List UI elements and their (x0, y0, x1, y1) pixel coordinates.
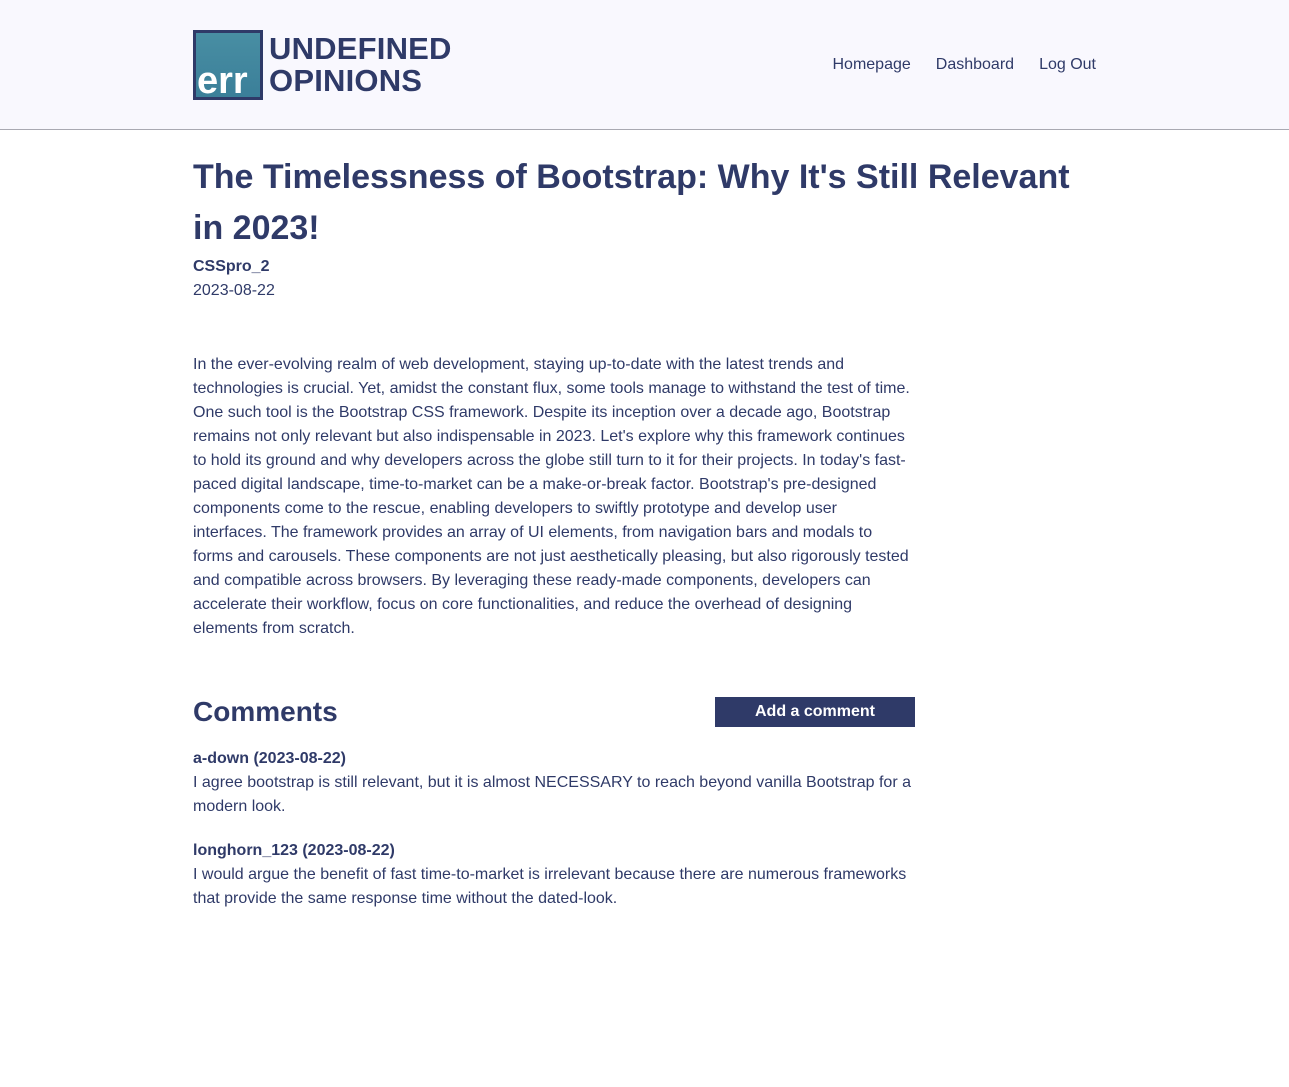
post-author: CSSpro_2 (193, 258, 270, 275)
post-body: In the ever-evolving realm of web develo… (193, 356, 910, 637)
nav-dashboard-link[interactable]: Dashboard (935, 56, 1015, 73)
nav-homepage-link[interactable]: Homepage (832, 56, 911, 73)
logo-icon: err (193, 30, 263, 100)
comment-item: a-down (2023-08-22) I agree bootstrap is… (193, 747, 915, 819)
comment-author-date: longhorn_123 (2023-08-22) (193, 842, 395, 859)
comments-section: Comments Add a comment a-down (2023-08-2… (193, 697, 1096, 911)
site-header: err UNDEFINED OPINIONS Homepage Dashboar… (0, 0, 1289, 130)
comments-title: Comments (193, 696, 338, 727)
post-content: The Timelessness of Bootstrap: Why It's … (193, 152, 1096, 911)
add-comment-button[interactable]: Add a comment (715, 697, 915, 727)
main-nav: Homepage Dashboard Log Out (833, 54, 1097, 76)
comment-text: I agree bootstrap is still relevant, but… (193, 774, 911, 815)
comments-header: Comments Add a comment (193, 697, 915, 727)
site-name-line2: OPINIONS (269, 63, 423, 98)
logo-text: err (197, 60, 248, 100)
nav-logout-link[interactable]: Log Out (1039, 56, 1096, 73)
comment-text: I would argue the benefit of fast time-t… (193, 866, 907, 907)
post-title: The Timelessness of Bootstrap: Why It's … (193, 158, 1070, 247)
brand-logo-link[interactable]: err UNDEFINED OPINIONS (193, 30, 452, 100)
post-date: 2023-08-22 (193, 282, 275, 299)
site-name: UNDEFINED OPINIONS (269, 33, 452, 97)
comment-author-date: a-down (2023-08-22) (193, 750, 346, 767)
site-name-line1: UNDEFINED (269, 31, 452, 66)
comment-item: longhorn_123 (2023-08-22) I would argue … (193, 839, 915, 911)
